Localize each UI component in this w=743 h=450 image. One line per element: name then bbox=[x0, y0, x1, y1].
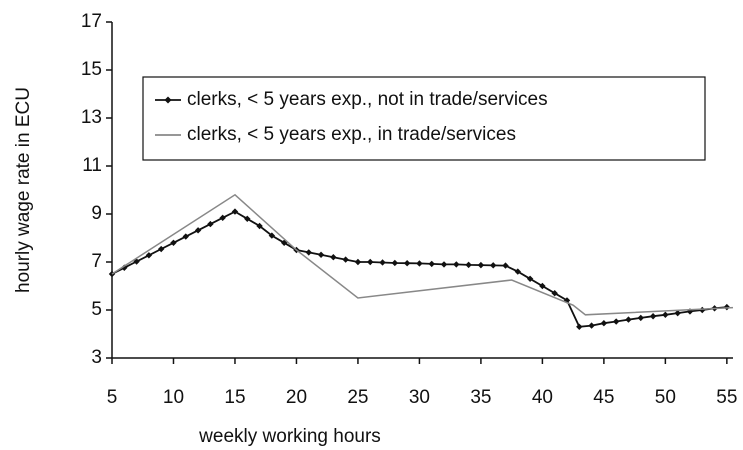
x-axis-label: weekly working hours bbox=[198, 426, 381, 447]
series-marker bbox=[551, 290, 558, 297]
series-marker bbox=[723, 303, 731, 311]
x-tick-label: 25 bbox=[347, 387, 368, 408]
y-tick-label: 11 bbox=[82, 155, 102, 176]
series-marker bbox=[588, 322, 595, 329]
series-marker bbox=[699, 306, 706, 314]
series-marker bbox=[600, 320, 608, 327]
series-marker bbox=[342, 256, 349, 263]
series-marker bbox=[502, 262, 509, 269]
x-tick-label: 35 bbox=[470, 387, 491, 408]
series-marker bbox=[612, 318, 620, 325]
x-tick-label: 30 bbox=[409, 387, 430, 408]
y-tick-label: 5 bbox=[91, 299, 102, 320]
series-marker bbox=[231, 208, 239, 215]
series-marker bbox=[391, 259, 399, 267]
series-marker bbox=[637, 314, 644, 322]
y-axis-label: hourly wage rate in ECU bbox=[13, 87, 34, 293]
series-marker bbox=[428, 260, 435, 268]
series-marker bbox=[256, 222, 263, 230]
series-marker bbox=[305, 249, 312, 256]
x-tick-label: 45 bbox=[593, 387, 614, 408]
series-marker bbox=[440, 261, 448, 268]
legend-label: clerks, < 5 years exp., not in trade/ser… bbox=[187, 89, 548, 110]
series-marker bbox=[526, 275, 534, 282]
series-marker bbox=[145, 252, 153, 259]
series-marker bbox=[182, 233, 189, 240]
x-tick-label: 55 bbox=[716, 387, 737, 408]
series-marker bbox=[539, 282, 546, 290]
series-marker bbox=[379, 259, 386, 266]
series-marker bbox=[674, 309, 681, 317]
series-marker bbox=[219, 214, 226, 222]
series-marker bbox=[207, 220, 214, 228]
legend-box bbox=[142, 76, 706, 161]
series-marker bbox=[465, 261, 472, 269]
y-tick-label: 13 bbox=[81, 107, 102, 128]
x-tick-label: 5 bbox=[107, 387, 118, 408]
series-marker bbox=[453, 261, 460, 268]
series-marker bbox=[121, 264, 128, 271]
legend-marker bbox=[164, 96, 172, 104]
series-marker bbox=[330, 254, 337, 261]
y-tick-label: 17 bbox=[81, 11, 102, 32]
series-marker bbox=[317, 251, 325, 258]
series-marker bbox=[686, 308, 694, 315]
series-marker bbox=[649, 313, 657, 320]
y-tick-label: 15 bbox=[81, 59, 102, 80]
series-marker bbox=[244, 215, 251, 222]
series-marker bbox=[194, 227, 202, 234]
series-marker bbox=[625, 316, 632, 323]
series-marker bbox=[170, 239, 177, 246]
x-tick-label: 50 bbox=[655, 387, 676, 408]
legend-label: clerks, < 5 years exp., in trade/service… bbox=[187, 124, 516, 145]
series-marker bbox=[662, 311, 669, 318]
y-tick-label: 9 bbox=[91, 203, 102, 224]
series-marker bbox=[576, 323, 583, 330]
x-tick-label: 15 bbox=[224, 387, 245, 408]
series-marker bbox=[268, 232, 276, 239]
y-tick-label: 3 bbox=[91, 347, 102, 368]
series-marker bbox=[403, 260, 411, 267]
x-tick-label: 40 bbox=[532, 387, 553, 408]
x-tick-label: 10 bbox=[163, 387, 184, 408]
series-line bbox=[111, 210, 727, 328]
x-tick-label: 20 bbox=[286, 387, 307, 408]
series-marker bbox=[514, 268, 522, 275]
series-line bbox=[111, 193, 734, 316]
series-marker bbox=[354, 258, 362, 266]
y-tick-label: 7 bbox=[91, 251, 102, 272]
series-marker bbox=[157, 245, 165, 253]
series-marker bbox=[490, 262, 497, 269]
series-marker bbox=[367, 258, 374, 266]
series-marker bbox=[477, 261, 485, 269]
series-marker bbox=[416, 260, 423, 267]
